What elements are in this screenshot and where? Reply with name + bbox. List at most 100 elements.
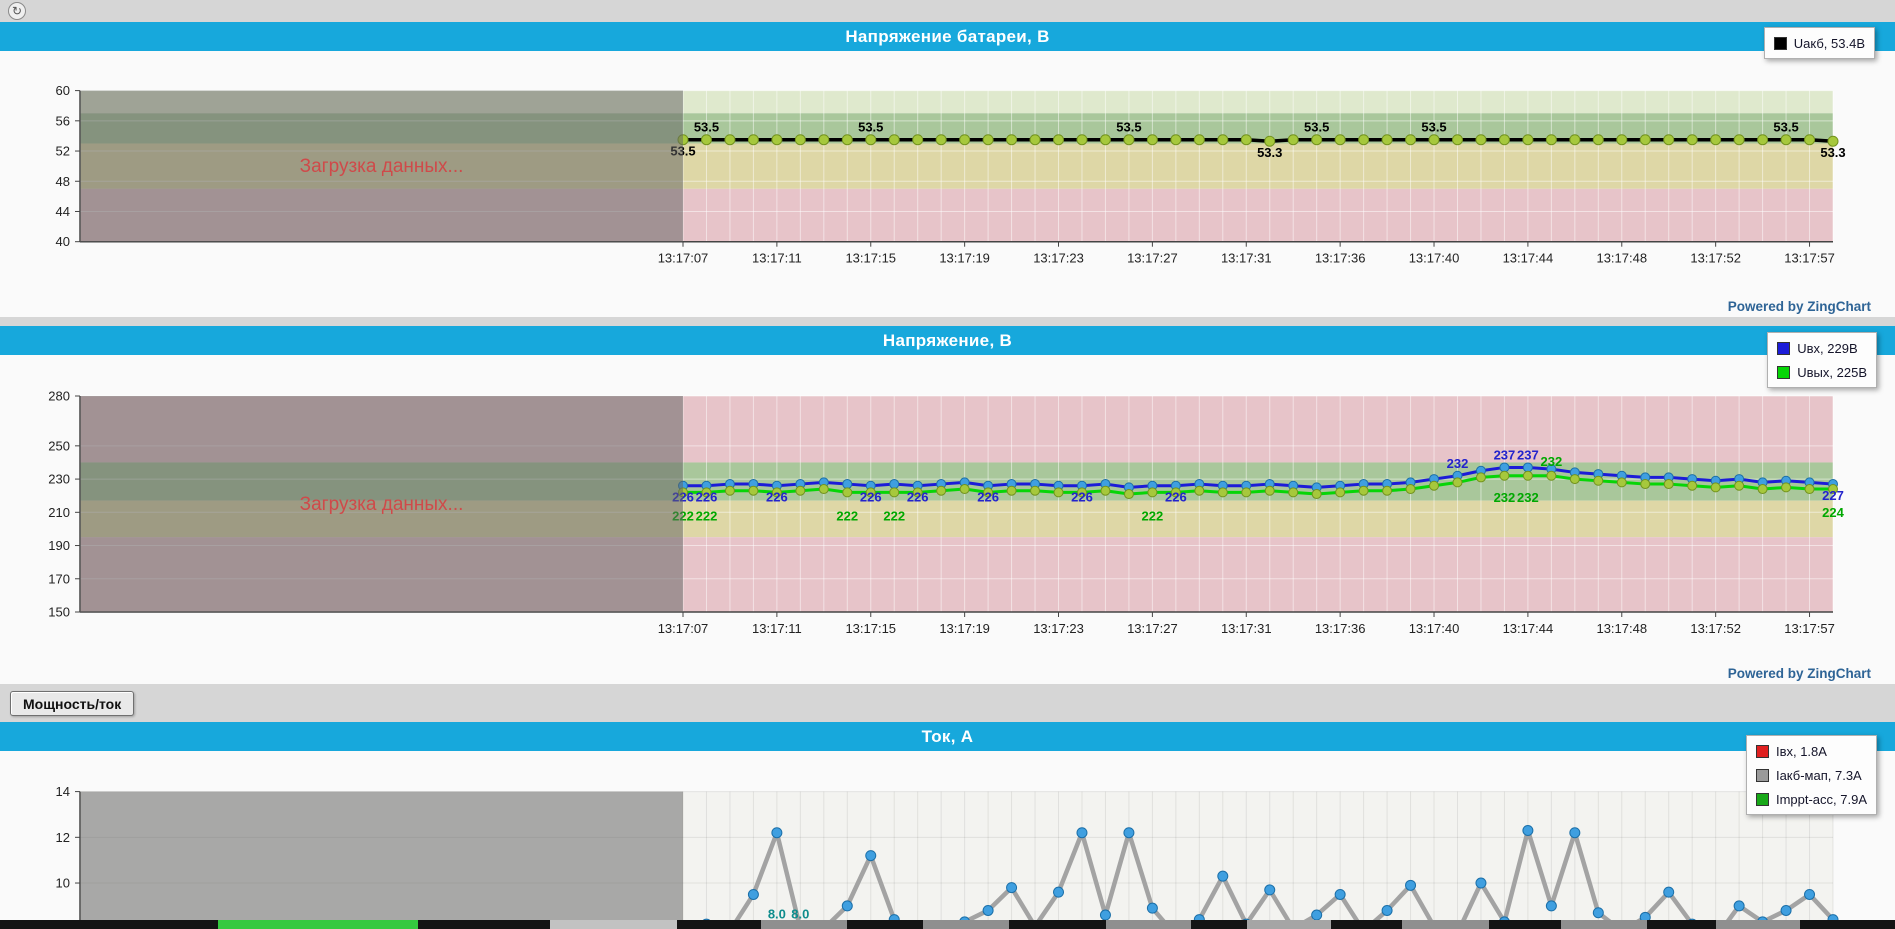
voltage-chart-area: 150 170 190 210 230 250 280 13:17:07 13:17:11 13:… xyxy=(0,355,1895,660)
svg-text:13:17:23: 13:17:23 xyxy=(1033,251,1084,266)
svg-text:210: 210 xyxy=(48,505,70,520)
svg-text:13:17:40: 13:17:40 xyxy=(1409,251,1460,266)
svg-text:13:17:15: 13:17:15 xyxy=(845,251,896,266)
legend-item-uakb[interactable]: Uакб, 53.4В xyxy=(1773,31,1865,55)
svg-text:13:17:44: 13:17:44 xyxy=(1503,621,1554,636)
current-chart[interactable]: 024681012148.08.0Загрузка данных... xyxy=(0,751,1895,929)
svg-text:13:17:57: 13:17:57 xyxy=(1784,251,1835,266)
legend-item-uvyh[interactable]: Uвых, 225В xyxy=(1777,360,1867,384)
legend-item-ivx[interactable]: Iвх, 1.8А xyxy=(1755,739,1867,763)
ac-voltage-panel: Напряжение, В 150 170 190 210 230 250 280 13:17… xyxy=(0,326,1895,684)
legend-item-imppt-acc[interactable]: Imppt-acc, 7.9А xyxy=(1755,787,1867,811)
zingchart-credit-link[interactable]: Powered by ZingChart xyxy=(1727,299,1871,314)
taskbar-segment[interactable] xyxy=(761,920,847,929)
svg-text:8.0: 8.0 xyxy=(791,907,809,922)
svg-text:226: 226 xyxy=(1071,490,1093,505)
taskbar-segment[interactable] xyxy=(218,920,418,929)
legend-swatch-uvx xyxy=(1777,341,1791,355)
taskbar-segment[interactable] xyxy=(1247,920,1331,929)
loading-overlay: Загрузка данных... xyxy=(80,90,683,242)
voltage-panel-footer: Powered by ZingChart xyxy=(0,660,1895,684)
svg-text:222: 222 xyxy=(836,508,858,523)
svg-text:13:17:07: 13:17:07 xyxy=(658,621,709,636)
power-current-button[interactable]: Мощность/ток xyxy=(10,691,135,716)
current-chart-legend: Iвх, 1.8А Iакб-мап, 7.3А Imppt-acc, 7.9А xyxy=(1745,735,1877,815)
svg-text:13:17:23: 13:17:23 xyxy=(1033,621,1084,636)
svg-text:53.5: 53.5 xyxy=(1116,120,1141,135)
taskbar-segment[interactable] xyxy=(1561,920,1647,929)
svg-text:13:17:11: 13:17:11 xyxy=(752,251,802,266)
battery-chart-title: Напряжение батареи, В xyxy=(0,22,1895,51)
svg-text:226: 226 xyxy=(977,490,999,505)
series-Uакб[interactable] xyxy=(677,134,1839,147)
svg-text:224: 224 xyxy=(1822,505,1844,520)
svg-text:13:17:27: 13:17:27 xyxy=(1127,621,1178,636)
svg-text:232: 232 xyxy=(1517,490,1539,505)
svg-text:48: 48 xyxy=(56,174,70,189)
loading-text: Загрузка данных... xyxy=(300,494,464,515)
svg-text:52: 52 xyxy=(56,144,70,159)
legend-label-uvyh: Uвых, 225В xyxy=(1797,364,1867,380)
legend-swatch-imppt-acc xyxy=(1755,792,1769,806)
voltage-chart-legend: Uвх, 229В Uвых, 225В xyxy=(1767,332,1877,388)
battery-chart-area: 40 44 48 52 56 60 13:17:07 13:17:11 13:17:15 13:1… xyxy=(0,51,1895,296)
svg-text:10: 10 xyxy=(56,876,70,891)
taskbar-segment[interactable] xyxy=(923,920,1009,929)
svg-text:13:17:19: 13:17:19 xyxy=(939,621,990,636)
legend-item-uvx[interactable]: Uвх, 229В xyxy=(1777,336,1867,360)
legend-label-uakb: Uакб, 53.4В xyxy=(1793,35,1865,51)
svg-text:190: 190 xyxy=(48,538,70,553)
legend-item-iakb-map[interactable]: Iакб-мап, 7.3А xyxy=(1755,763,1867,787)
svg-text:227: 227 xyxy=(1822,488,1844,503)
taskbar-segment[interactable] xyxy=(1402,920,1489,929)
svg-text:237: 237 xyxy=(1517,447,1539,462)
x-axis-labels: 13:17:07 13:17:11 13:17:15 13:17:19 13:17:23… xyxy=(658,251,1835,266)
series-Uвых[interactable] xyxy=(678,470,1838,500)
current-chart-title: Ток, А xyxy=(0,722,1895,751)
svg-text:53.5: 53.5 xyxy=(858,120,883,135)
taskbar[interactable] xyxy=(0,920,1895,929)
refresh-icon[interactable]: ↻ xyxy=(8,2,26,20)
svg-text:13:17:31: 13:17:31 xyxy=(1221,251,1272,266)
svg-text:13:17:36: 13:17:36 xyxy=(1315,621,1366,636)
svg-text:53.5: 53.5 xyxy=(694,120,719,135)
legend-swatch-uvyh xyxy=(1777,365,1791,379)
zingchart-credit-link[interactable]: Powered by ZingChart xyxy=(1727,666,1871,681)
svg-text:53.3: 53.3 xyxy=(1820,145,1845,160)
svg-text:226: 226 xyxy=(1165,490,1187,505)
svg-text:40: 40 xyxy=(56,234,70,249)
svg-text:56: 56 xyxy=(56,113,70,128)
svg-text:170: 170 xyxy=(48,571,70,586)
svg-text:13:17:27: 13:17:27 xyxy=(1127,251,1178,266)
svg-text:13:17:44: 13:17:44 xyxy=(1503,251,1554,266)
svg-text:13:17:19: 13:17:19 xyxy=(939,251,990,266)
svg-text:13:17:07: 13:17:07 xyxy=(658,251,709,266)
x-axis-labels: 13:17:07 13:17:11 13:17:15 13:17:19 13:17:23… xyxy=(658,621,1835,636)
topbar: ↻ xyxy=(0,0,1895,22)
svg-text:13:17:48: 13:17:48 xyxy=(1596,251,1647,266)
legend-label-uvx: Uвх, 229В xyxy=(1797,340,1858,356)
svg-text:53.5: 53.5 xyxy=(1421,120,1446,135)
svg-text:250: 250 xyxy=(48,438,70,453)
svg-text:14: 14 xyxy=(56,784,70,799)
taskbar-segment[interactable] xyxy=(1716,920,1800,929)
svg-text:12: 12 xyxy=(56,830,70,845)
taskbar-segment[interactable] xyxy=(1106,920,1191,929)
svg-text:13:17:36: 13:17:36 xyxy=(1315,251,1366,266)
svg-text:53.5: 53.5 xyxy=(1773,120,1798,135)
legend-label-imppt-acc: Imppt-acc, 7.9А xyxy=(1775,791,1867,807)
svg-text:150: 150 xyxy=(48,605,70,620)
svg-text:226: 226 xyxy=(696,490,718,505)
taskbar-segment[interactable] xyxy=(550,920,677,929)
svg-text:13:17:31: 13:17:31 xyxy=(1221,621,1272,636)
svg-text:13:17:52: 13:17:52 xyxy=(1690,251,1741,266)
svg-text:13:17:57: 13:17:57 xyxy=(1784,621,1835,636)
svg-text:53.5: 53.5 xyxy=(1304,120,1329,135)
battery-chart-legend: Uакб, 53.4В xyxy=(1763,27,1875,59)
legend-label-iakb-map: Iакб-мап, 7.3А xyxy=(1775,767,1862,783)
loading-overlay: Загрузка данных... xyxy=(80,396,683,612)
y-axis-labels: 02468101214 xyxy=(56,784,70,929)
current-panel: Ток, А 024681012148.08.0Загрузка данных.… xyxy=(0,722,1895,929)
